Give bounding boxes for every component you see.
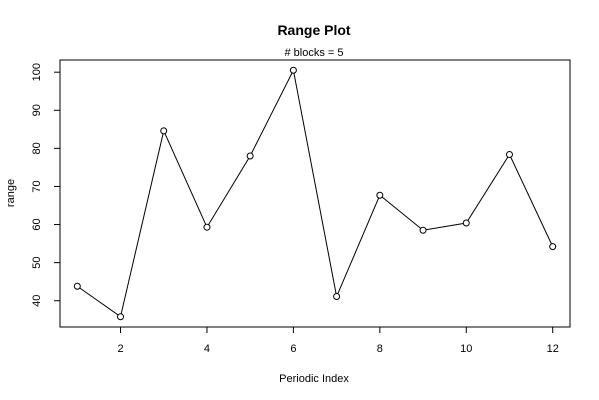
y-tick-label: 40: [31, 295, 43, 307]
data-point: [505, 150, 513, 158]
x-tick-label: 2: [117, 343, 123, 355]
x-axis-label: Periodic Index: [279, 373, 349, 385]
x-tick-label: 12: [547, 343, 559, 355]
x-tick-label: 10: [460, 343, 472, 355]
x-tick-label: 4: [204, 343, 210, 355]
plot-frame: [59, 59, 571, 328]
data-points: [73, 66, 557, 321]
data-point: [117, 313, 125, 321]
data-point: [419, 226, 427, 234]
y-axis-label: range: [5, 179, 17, 207]
y-tick-label: 70: [31, 180, 43, 192]
y-tick-label: 80: [31, 142, 43, 154]
y-tick-label: 100: [31, 63, 43, 81]
data-point: [376, 191, 384, 199]
data-point: [549, 243, 557, 251]
x-tick-label: 6: [290, 343, 296, 355]
y-tick-label: 90: [31, 104, 43, 116]
data-point: [289, 66, 297, 74]
x-tick-label: 8: [377, 343, 383, 355]
data-point: [246, 152, 254, 160]
chart-subtitle: # blocks = 5: [284, 47, 343, 59]
data-point: [160, 127, 168, 135]
data-point: [203, 223, 211, 231]
y-tick-label: 60: [31, 218, 43, 230]
data-point: [73, 282, 81, 290]
chart-title: Range Plot: [277, 22, 350, 38]
y-tick-label: 50: [31, 257, 43, 269]
data-point: [462, 219, 470, 227]
x-axis: 2 4 6 8 10 12: [117, 326, 559, 355]
y-axis: 40 50 60 70 80 90 100: [31, 63, 61, 307]
data-point: [333, 293, 341, 301]
series-line: [77, 68, 554, 318]
